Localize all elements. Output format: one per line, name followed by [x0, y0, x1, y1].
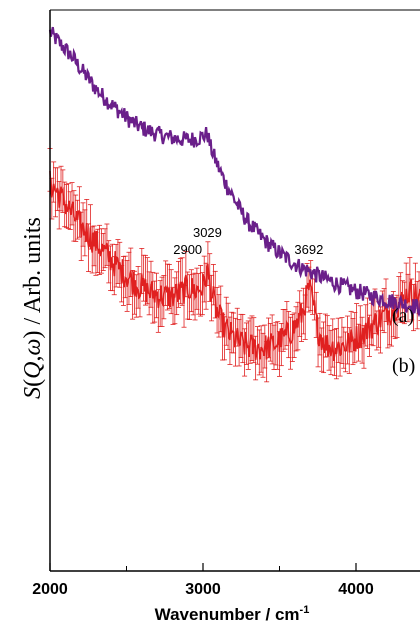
peak-label: 2900 — [173, 242, 202, 257]
curve-labels: (a) (b) — [392, 305, 415, 377]
series-a-line — [48, 26, 420, 318]
y-axis-label-rest: / Arb. units — [20, 217, 46, 330]
y-axis-label-s: S — [20, 387, 46, 399]
y-axis-label-open: ( — [20, 379, 46, 387]
peak-annotations: 2900 3029 3692 — [173, 225, 323, 257]
x-tick-label: 4000 — [338, 581, 374, 598]
plot-area — [47, 26, 420, 383]
y-axis-label: S(Q,ω) / Arb. units — [20, 217, 46, 399]
y-axis-label-close: ) — [20, 331, 46, 339]
y-axis-label-omega: ω — [20, 339, 46, 356]
svg-text:S(Q,ω) / Arb. units: S(Q,ω) / Arb. units — [20, 217, 46, 399]
peak-label: 3029 — [193, 225, 222, 240]
y-axis-label-comma: , — [20, 355, 46, 361]
peak-label: 3692 — [294, 242, 323, 257]
x-tick-label: 2000 — [32, 581, 68, 598]
curve-label: (a) — [392, 305, 414, 327]
y-axis-label-q: Q — [20, 361, 46, 378]
x-tick-label: 3000 — [185, 581, 221, 598]
x-ticks: 2000 3000 4000 — [32, 563, 374, 598]
x-axis-label-text: Wavenumber / cm — [155, 605, 300, 624]
series-b-line — [49, 170, 420, 362]
x-axis-label-sup: -1 — [300, 604, 310, 616]
x-axis-label: Wavenumber / cm-1 — [155, 604, 310, 624]
curve-label: (b) — [392, 355, 415, 377]
